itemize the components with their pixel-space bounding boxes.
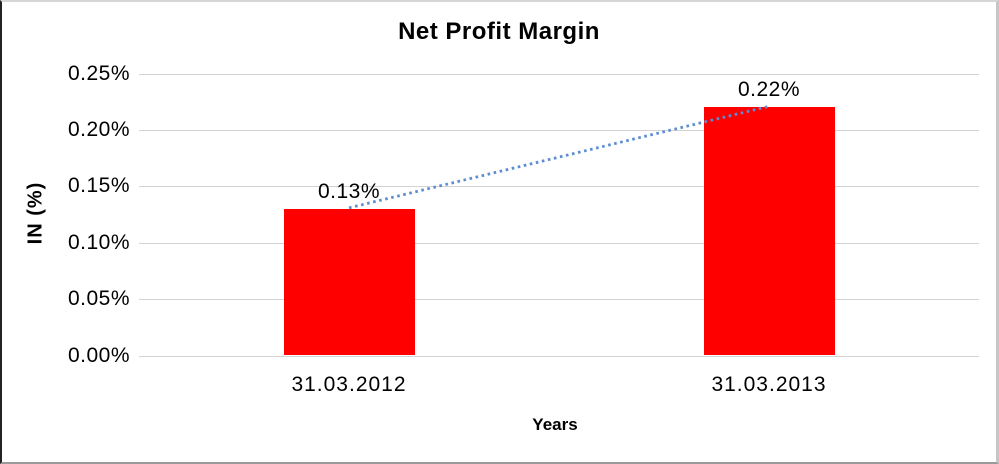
y-tick-label: 0.15% bbox=[67, 174, 130, 198]
gridline bbox=[139, 355, 979, 357]
gridline bbox=[139, 186, 979, 188]
x-tick-label: 31.03.2012 bbox=[291, 373, 407, 396]
bar-value-label: 0.13% bbox=[317, 179, 381, 203]
chart-title: Net Profit Margin bbox=[398, 18, 600, 45]
gridline bbox=[139, 129, 979, 131]
y-tick-label: 0.25% bbox=[67, 61, 130, 85]
y-tick-label: 0.05% bbox=[67, 287, 130, 311]
gridline bbox=[139, 73, 979, 75]
gridline bbox=[139, 299, 979, 301]
x-axis-title: Years bbox=[532, 415, 578, 434]
bar bbox=[703, 107, 835, 356]
bar bbox=[283, 208, 415, 356]
y-tick-label: 0.00% bbox=[67, 343, 130, 367]
y-tick-label: 0.20% bbox=[67, 117, 130, 141]
x-tick-label: 31.03.2013 bbox=[711, 373, 827, 396]
bar-value-label: 0.22% bbox=[737, 78, 801, 102]
gridline bbox=[139, 242, 979, 244]
y-tick-label: 0.10% bbox=[67, 230, 130, 254]
